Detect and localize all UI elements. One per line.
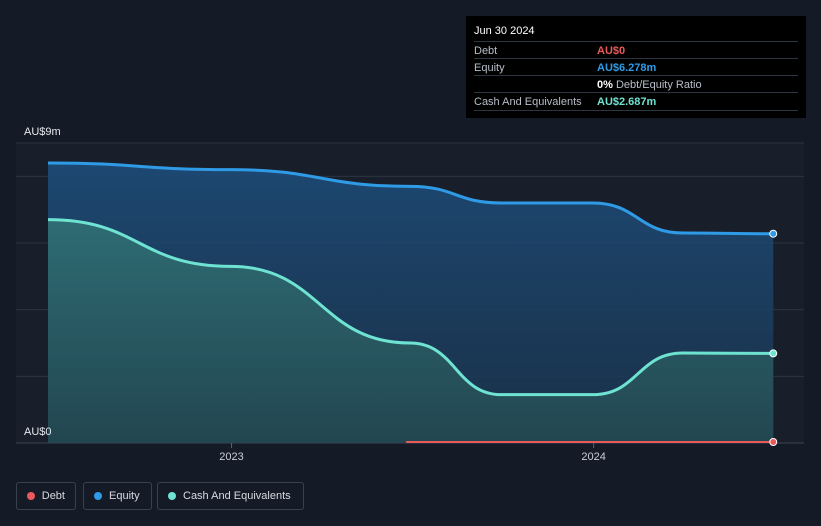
x-tick-label-2023: 2023 xyxy=(219,451,243,463)
legend-label-equity: Equity xyxy=(109,490,140,502)
cash-area xyxy=(48,219,774,443)
tooltip-value-cash: AU$2.687m xyxy=(597,96,657,108)
equity-dot-icon xyxy=(94,492,102,500)
debt-end-marker xyxy=(769,438,778,446)
tooltip-row-equity: Equity AU$6.278m xyxy=(474,58,798,76)
tooltip-value-debt: AU$0 xyxy=(597,45,626,57)
cash-dot-icon xyxy=(168,492,176,500)
legend-label-cash: Cash And Equivalents xyxy=(183,490,291,502)
tooltip-value-ratio: 0% xyxy=(597,79,613,91)
tooltip-value-equity: AU$6.278m xyxy=(597,62,657,74)
y-tick-label-top: AU$9m xyxy=(24,126,61,138)
legend-label-debt: Debt xyxy=(41,490,65,502)
equity-line xyxy=(47,161,774,236)
legend-item-debt[interactable]: Debt xyxy=(16,482,76,510)
tooltip-panel: Jun 30 2024 Debt AU$0 Equity AU$6.278m 0… xyxy=(466,16,806,118)
cash-end-marker xyxy=(769,349,778,358)
tooltip-label-cash: Cash And Equivalents xyxy=(474,96,582,108)
legend-item-equity[interactable]: Equity xyxy=(83,482,152,510)
tooltip-row-ratio: 0% Debt/Equity Ratio xyxy=(474,75,798,93)
y-tick-label-zero: AU$0 xyxy=(24,426,52,438)
tooltip-row-cash: Cash And Equivalents AU$2.687m xyxy=(474,92,798,111)
equity-end-marker xyxy=(769,229,778,238)
tooltip-label-equity: Equity xyxy=(474,62,505,74)
tooltip-date: Jun 30 2024 xyxy=(474,25,535,37)
legend-item-cash[interactable]: Cash And Equivalents xyxy=(157,482,304,510)
cash-line xyxy=(47,218,774,397)
tooltip-label-ratio: Debt/Equity Ratio xyxy=(615,79,702,91)
tooltip-label-debt: Debt xyxy=(474,45,498,57)
debt-dot-icon xyxy=(27,492,35,500)
x-tick-label-2024: 2024 xyxy=(581,451,605,463)
tooltip-row-debt: Debt AU$0 xyxy=(474,41,798,59)
